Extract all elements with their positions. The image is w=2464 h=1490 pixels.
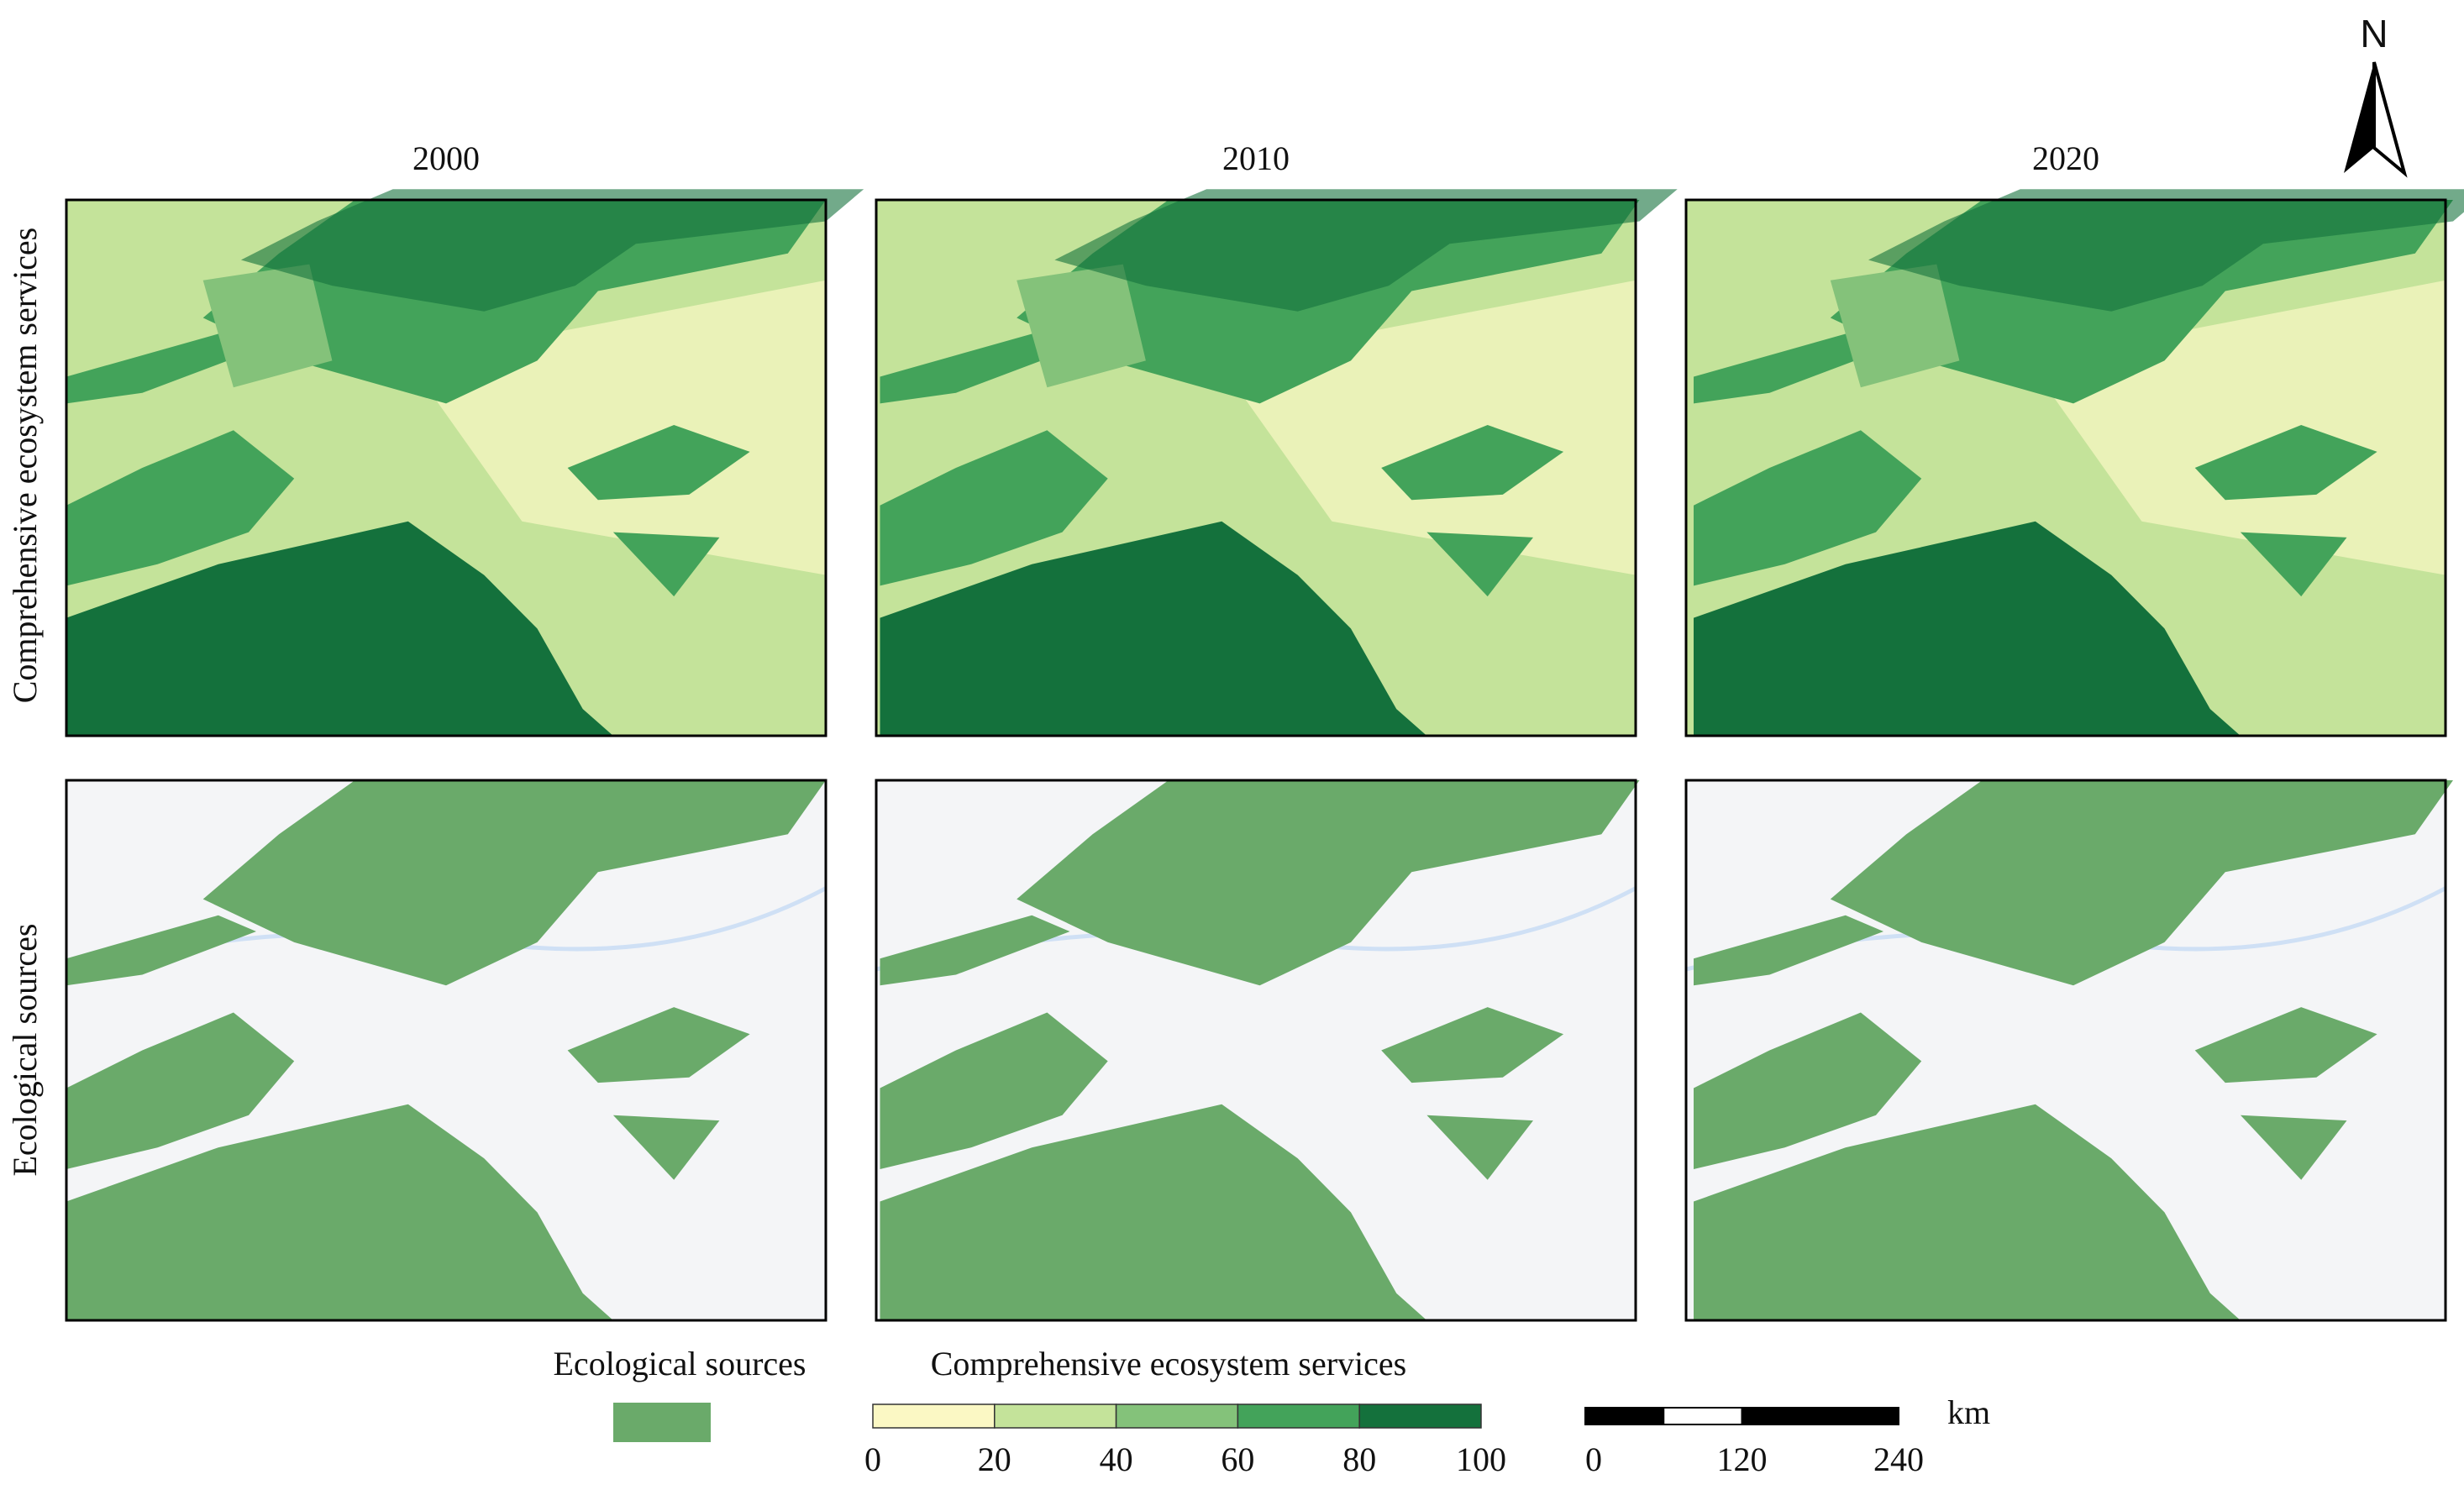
source-region <box>1381 1007 1564 1083</box>
legend-class <box>1358 1403 1482 1429</box>
scale-tick-label: 120 <box>1717 1440 1768 1478</box>
map-region <box>2240 532 2347 597</box>
source-region <box>1017 780 1640 986</box>
legend-tick-label: 20 <box>978 1440 1011 1478</box>
map-frame <box>65 779 827 1322</box>
services-map <box>65 189 864 737</box>
source-region <box>1830 780 2453 986</box>
sources-map <box>875 779 1640 1322</box>
map-frame <box>1684 198 2447 737</box>
legend-tick-label: 80 <box>1342 1440 1376 1478</box>
column-title: 2010 <box>1222 139 1290 177</box>
map-region <box>1381 425 1564 501</box>
map-region <box>880 521 1427 736</box>
legend-swatch <box>613 1403 711 1442</box>
map-region <box>1694 521 2241 736</box>
source-region <box>567 1007 750 1083</box>
map-frame <box>65 198 827 737</box>
legend-title: Comprehensive ecosystem services <box>931 1345 1407 1382</box>
map-frame <box>1684 779 2447 1322</box>
map-region <box>66 333 256 404</box>
map-region <box>1694 333 1883 404</box>
sources-map <box>1684 779 2453 1322</box>
legend-tick-label: 60 <box>1221 1440 1254 1478</box>
source-region <box>2194 1007 2377 1083</box>
scale-tick-label: 240 <box>1873 1440 1924 1478</box>
map-region <box>66 521 613 736</box>
sources-map <box>65 779 827 1322</box>
services-map <box>875 189 1678 737</box>
column-title: 2000 <box>412 139 480 177</box>
map-region <box>880 333 1070 404</box>
north-label: N <box>2360 12 2388 55</box>
map-region <box>202 264 333 388</box>
scale-segment <box>1584 1407 1665 1425</box>
source-region <box>612 1115 720 1180</box>
row-label: Comprehensive ecosystem services <box>6 228 44 704</box>
map-region <box>1426 532 1533 597</box>
map-region <box>567 425 750 501</box>
row-label: Ecological sources <box>6 924 44 1177</box>
scale-tick-label: 0 <box>1585 1440 1602 1478</box>
map-region <box>1694 430 1922 586</box>
source-region <box>1694 915 1883 986</box>
map-frame <box>875 198 1637 737</box>
scale-segment <box>1663 1407 1743 1425</box>
legend-tick-label: 100 <box>1456 1440 1506 1478</box>
legend-class <box>1115 1403 1239 1429</box>
source-region <box>880 915 1070 986</box>
legend-class <box>994 1403 1117 1429</box>
source-region <box>1426 1115 1533 1180</box>
source-region <box>1694 1104 2241 1320</box>
map-region <box>1054 189 1678 312</box>
legend-class <box>1237 1403 1360 1429</box>
map-frame <box>875 779 1637 1322</box>
source-region <box>880 1012 1108 1169</box>
map-region <box>612 532 720 597</box>
source-region <box>880 1104 1427 1320</box>
source-region <box>2240 1115 2347 1180</box>
scale-segment <box>1741 1407 1899 1425</box>
legend-tick-label: 40 <box>1100 1440 1133 1478</box>
scale-unit: km <box>1947 1393 1990 1431</box>
map-region <box>66 430 295 586</box>
source-region <box>1694 1012 1922 1169</box>
north-arrow <box>2344 61 2408 178</box>
map-region <box>1017 264 1146 388</box>
column-title: 2020 <box>2032 139 2099 177</box>
map-region <box>2194 425 2377 501</box>
map-region <box>1868 189 2464 312</box>
map-region <box>1830 264 1960 388</box>
source-region <box>66 915 256 986</box>
source-region <box>202 780 826 986</box>
map-region <box>240 189 864 312</box>
map-region <box>880 430 1108 586</box>
legend-tick-label: 0 <box>864 1440 881 1478</box>
legend-title: Ecological sources <box>554 1345 806 1382</box>
legend-class <box>872 1403 996 1429</box>
services-map <box>1684 189 2464 737</box>
source-region <box>66 1104 613 1320</box>
source-region <box>66 1012 295 1169</box>
